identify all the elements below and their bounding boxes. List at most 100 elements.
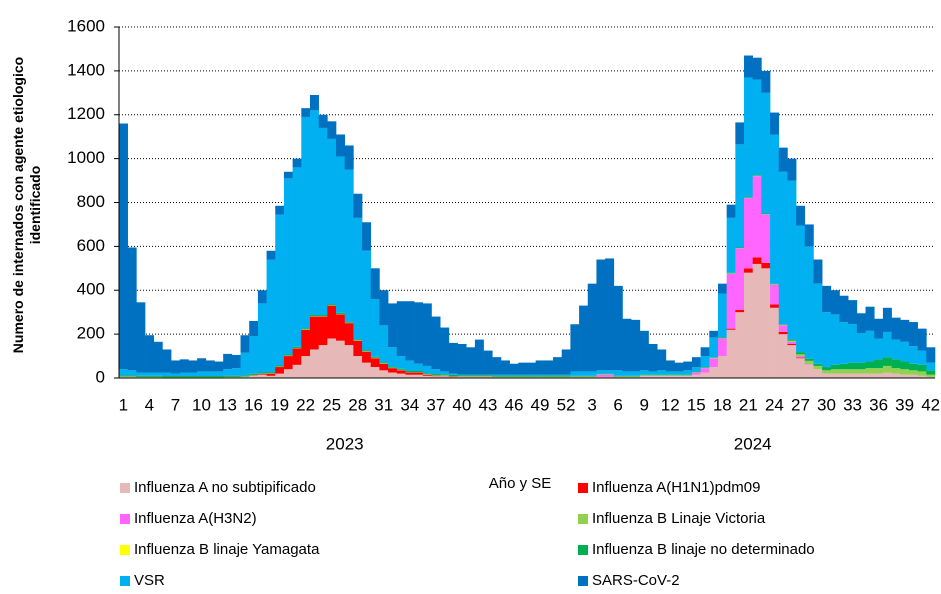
bar-segment xyxy=(162,372,172,377)
bar-segment xyxy=(900,374,910,378)
bar-segment xyxy=(596,259,606,371)
bar-segment xyxy=(579,371,589,376)
bar-segment xyxy=(917,371,927,376)
bar-segment xyxy=(822,373,832,378)
bar-segment xyxy=(744,77,754,198)
bar-segment xyxy=(188,360,198,373)
x-tick-label: 10 xyxy=(192,395,211,414)
bar-segment xyxy=(639,370,649,375)
bar-segment xyxy=(509,374,519,376)
bar-segment xyxy=(657,370,667,375)
bar-segment xyxy=(900,361,910,370)
bar-segment xyxy=(856,362,866,370)
x-tick-label: 12 xyxy=(661,395,680,414)
x-tick-label: 7 xyxy=(171,395,180,414)
bar-segment xyxy=(353,217,363,340)
bar-segment xyxy=(379,363,389,371)
bar-segment xyxy=(492,375,502,377)
bar-segment xyxy=(266,250,276,260)
bar-segment xyxy=(657,349,667,371)
legend-label: Influenza B linaje Yamagata xyxy=(134,541,320,558)
bar-segment xyxy=(466,375,476,377)
bar-segment xyxy=(336,156,346,313)
bar-segment xyxy=(665,374,675,376)
bar-segment xyxy=(336,134,346,157)
bar-segment xyxy=(362,351,372,363)
bar-segment xyxy=(804,224,814,247)
bar-segment xyxy=(179,372,189,377)
bar-segment xyxy=(787,180,797,340)
bar-segment xyxy=(309,95,319,111)
x-tick-label: 46 xyxy=(505,395,524,414)
x-tick-label: 34 xyxy=(400,395,419,414)
bar-segment xyxy=(882,357,892,366)
bar-segment xyxy=(145,375,155,377)
bar-segment xyxy=(726,329,736,378)
x-tick-label: 1 xyxy=(119,395,128,414)
legend-swatch xyxy=(578,514,588,524)
bar-segment xyxy=(327,138,337,305)
bar-segment xyxy=(796,205,806,226)
bar-segment xyxy=(431,375,441,377)
bar-segment xyxy=(596,376,606,378)
bar-segment xyxy=(917,364,927,372)
bar-segment xyxy=(414,370,424,373)
bar-segment xyxy=(848,369,858,374)
bar-segment xyxy=(422,303,432,366)
bar-segment xyxy=(917,375,927,378)
bar-segment xyxy=(309,110,319,316)
bar-segment xyxy=(648,343,658,372)
bar-segment xyxy=(613,370,623,376)
bar-segment xyxy=(778,171,788,325)
legend-label: Influenza A(H1N1)pdm09 xyxy=(592,479,760,496)
bar-segment xyxy=(327,305,337,339)
bar-segment xyxy=(370,299,380,357)
bar-segment xyxy=(717,293,727,338)
x-tick-label: 30 xyxy=(817,395,836,414)
bar-segment xyxy=(240,376,250,378)
bar-segment xyxy=(796,357,806,359)
legend-swatch xyxy=(120,514,130,524)
bar-segment xyxy=(223,375,233,377)
bar-segment xyxy=(344,323,354,346)
bar-segment xyxy=(752,263,762,378)
bar-segment xyxy=(527,375,536,377)
bar-segment xyxy=(396,370,406,374)
bar-segment xyxy=(900,369,910,375)
bar-segment xyxy=(379,362,389,364)
bar-segment xyxy=(830,290,840,315)
bar-segment xyxy=(396,356,406,369)
bar-segment xyxy=(309,349,319,378)
x-tick-label: 15 xyxy=(687,395,706,414)
bar-segment xyxy=(553,357,563,375)
bar-segment xyxy=(249,336,259,374)
bar-segment xyxy=(717,338,727,357)
bar-segment xyxy=(318,114,328,128)
bar-segment xyxy=(509,375,519,377)
bar-segment xyxy=(266,375,276,378)
bar-segment xyxy=(518,362,528,375)
bar-segment xyxy=(839,322,849,364)
bar-segment xyxy=(752,176,762,258)
bar-segment xyxy=(388,366,398,368)
bar-segment xyxy=(422,373,432,375)
bar-segment xyxy=(761,92,771,214)
bar-segment xyxy=(596,370,606,374)
bar-segment xyxy=(448,373,458,375)
bar-segment xyxy=(153,341,163,373)
bar-segment xyxy=(787,339,797,341)
bar-segment xyxy=(752,257,762,264)
bar-segment xyxy=(700,368,710,373)
bar-segment xyxy=(813,363,823,366)
bar-segment xyxy=(127,370,137,376)
bar-segment xyxy=(188,376,198,378)
bar-segment xyxy=(787,340,797,342)
bar-segment xyxy=(674,362,684,372)
bar-segment xyxy=(778,324,788,325)
bar-segment xyxy=(292,348,302,365)
y-axis-title: Numero de internados con agente etiologi… xyxy=(10,56,43,354)
bar-segment xyxy=(492,374,502,376)
bar-segment xyxy=(856,313,866,334)
legend-label: Influenza B Linaje Victoria xyxy=(592,510,766,527)
bar-segment xyxy=(761,213,771,215)
